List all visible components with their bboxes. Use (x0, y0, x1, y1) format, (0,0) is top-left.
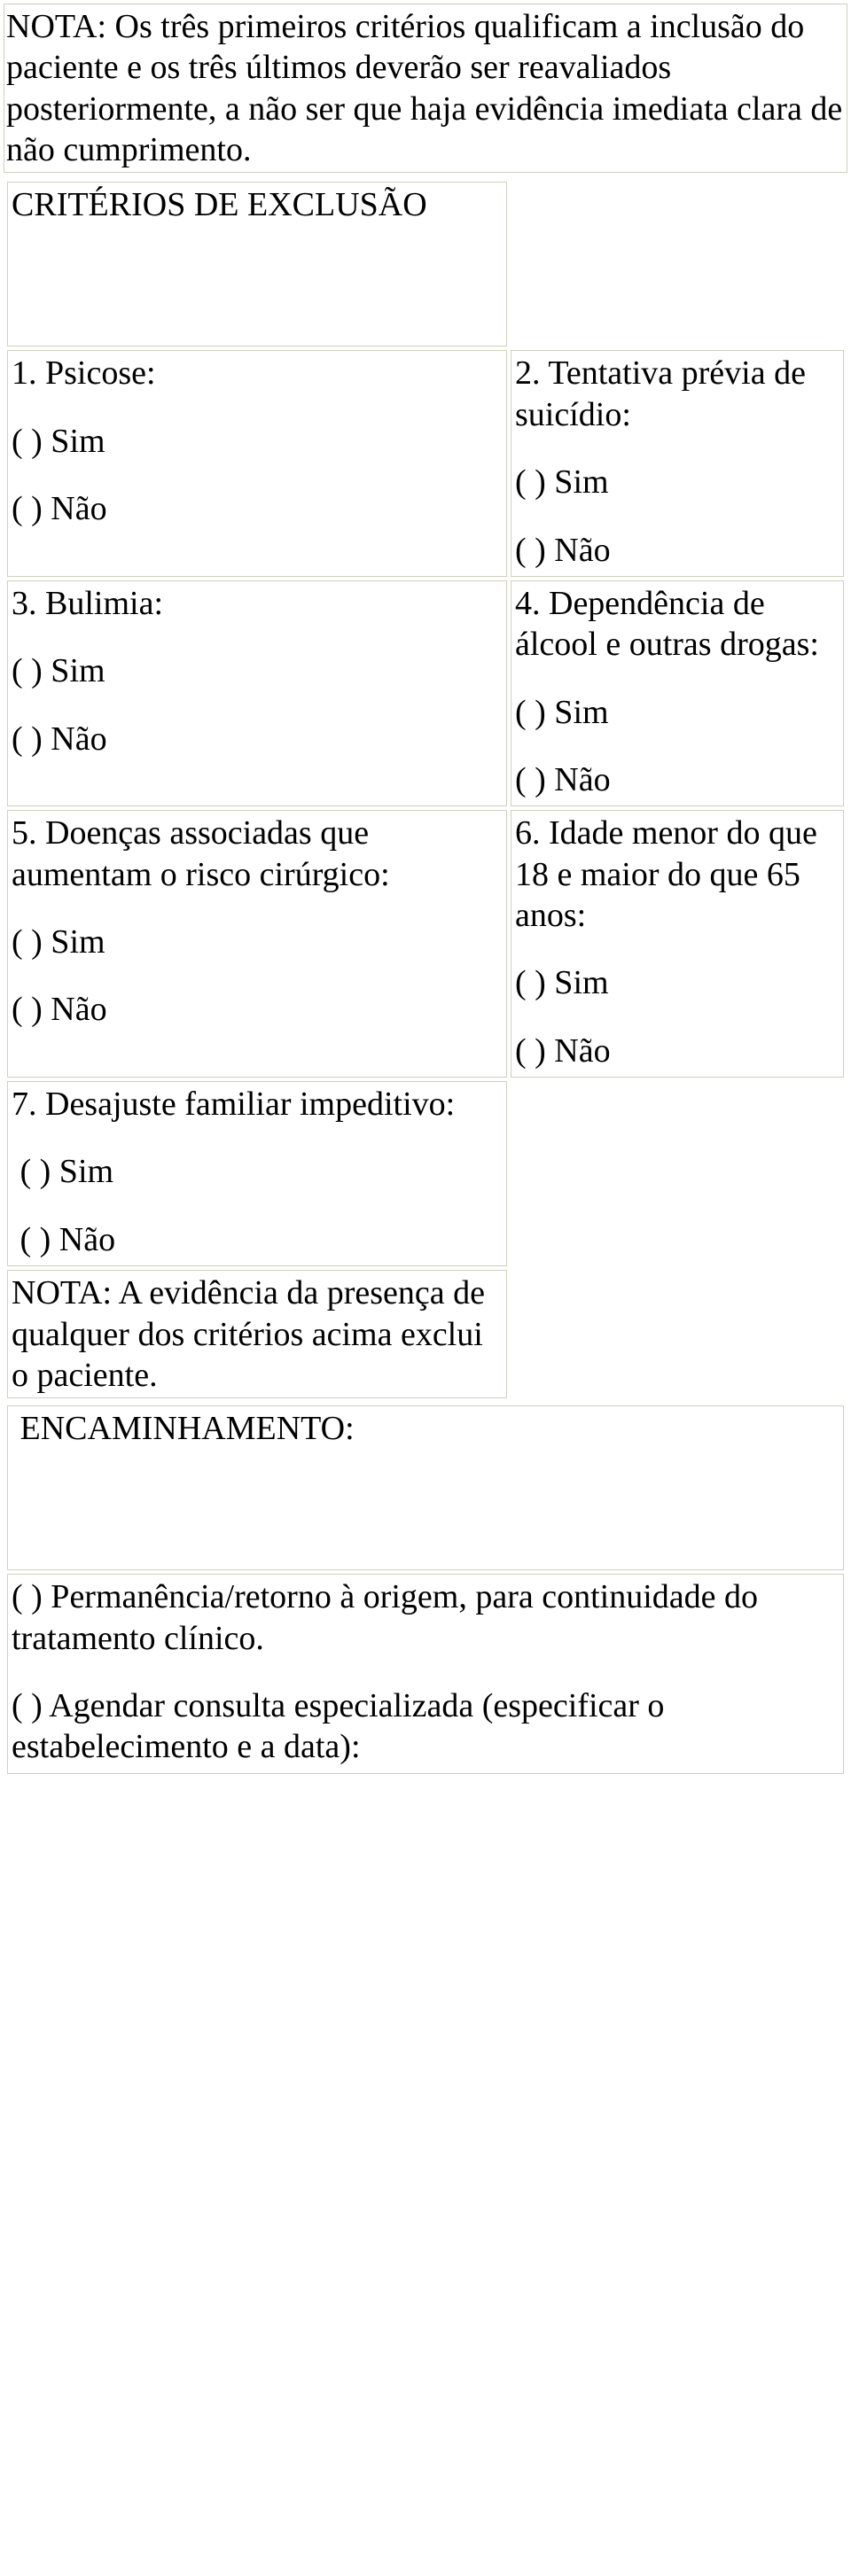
option-sim[interactable]: ( ) Sim (515, 462, 839, 502)
exclusion-header-cell: CRITÉRIOS DE EXCLUSÃO (7, 182, 507, 346)
table-row: 3. Bulimia: ( ) Sim ( ) Não 4. Dependênc… (7, 580, 844, 806)
empty-cell (511, 182, 844, 346)
nota-top-text: NOTA: Os três primeiros critérios qualif… (6, 6, 845, 170)
option-nao[interactable]: ( ) Não (515, 530, 839, 571)
option-sim[interactable]: ( ) Sim (12, 650, 503, 691)
encaminhamento-options-cell: ( ) Permanência/retorno à origem, para c… (7, 1574, 844, 1773)
criterion-label: 6. Idade menor do que 18 e maior do que … (515, 813, 839, 936)
table-row: 1. Psicose: ( ) Sim ( ) Não 2. Tentativa… (7, 350, 844, 576)
option-sim[interactable]: ( ) Sim (12, 922, 503, 962)
table-row: NOTA: A evidência da presença de qualque… (7, 1270, 844, 1398)
option-nao[interactable]: ( ) Não (12, 719, 503, 759)
exclusion-header: CRITÉRIOS DE EXCLUSÃO (12, 186, 427, 223)
criterion-label: 5. Doenças associadas que aumentam o ris… (12, 813, 503, 895)
nota-bottom-text: NOTA: A evidência da presença de qualque… (12, 1274, 485, 1394)
option-nao[interactable]: ( ) Não (515, 1031, 839, 1071)
criterion-cell-7: 7. Desajuste familiar impeditivo: ( ) Si… (7, 1081, 507, 1266)
criterion-cell-5: 5. Doenças associadas que aumentam o ris… (7, 810, 507, 1078)
encaminhamento-option-2[interactable]: ( ) Agendar consulta especializada (espe… (12, 1685, 839, 1768)
criterion-label: 1. Psicose: (12, 353, 503, 393)
table-row: ( ) Permanência/retorno à origem, para c… (7, 1574, 844, 1773)
option-sim[interactable]: ( ) Sim (12, 1151, 503, 1192)
option-nao[interactable]: ( ) Não (12, 1219, 503, 1260)
encaminhamento-table: ENCAMINHAMENTO: ( ) Permanência/retorno … (4, 1402, 847, 1777)
option-nao[interactable]: ( ) Não (515, 759, 839, 800)
criterion-label: 3. Bulimia: (12, 583, 503, 624)
table-row: 7. Desajuste familiar impeditivo: ( ) Si… (7, 1081, 844, 1266)
empty-cell (511, 1081, 844, 1266)
encaminhamento-option-1[interactable]: ( ) Permanência/retorno à origem, para c… (12, 1576, 839, 1659)
criterion-label: 7. Desajuste familiar impeditivo: (12, 1084, 503, 1125)
option-sim[interactable]: ( ) Sim (515, 692, 839, 733)
option-nao[interactable]: ( ) Não (12, 488, 503, 529)
option-nao[interactable]: ( ) Não (12, 989, 503, 1030)
criterion-label: 2. Tentativa prévia de suicídio: (515, 353, 839, 435)
criterion-cell-6: 6. Idade menor do que 18 e maior do que … (511, 810, 844, 1078)
option-sim[interactable]: ( ) Sim (515, 962, 839, 1003)
table-row: ENCAMINHAMENTO: (7, 1405, 844, 1570)
nota-bottom-cell: NOTA: A evidência da presença de qualque… (7, 1270, 507, 1398)
criterion-cell-1: 1. Psicose: ( ) Sim ( ) Não (7, 350, 507, 576)
encaminhamento-header-cell: ENCAMINHAMENTO: (7, 1405, 844, 1570)
criterion-cell-4: 4. Dependência de álcool e outras drogas… (511, 580, 844, 806)
table-row: CRITÉRIOS DE EXCLUSÃO (7, 182, 844, 346)
empty-cell (511, 1270, 844, 1398)
nota-top-box: NOTA: Os três primeiros critérios qualif… (4, 4, 847, 173)
criterion-cell-2: 2. Tentativa prévia de suicídio: ( ) Sim… (511, 350, 844, 576)
exclusion-table: CRITÉRIOS DE EXCLUSÃO 1. Psicose: ( ) Si… (4, 178, 847, 1402)
criterion-cell-3: 3. Bulimia: ( ) Sim ( ) Não (7, 580, 507, 806)
encaminhamento-header: ENCAMINHAMENTO: (20, 1410, 355, 1447)
criterion-label: 4. Dependência de álcool e outras drogas… (515, 583, 839, 665)
option-sim[interactable]: ( ) Sim (12, 421, 503, 462)
table-row: 5. Doenças associadas que aumentam o ris… (7, 810, 844, 1078)
